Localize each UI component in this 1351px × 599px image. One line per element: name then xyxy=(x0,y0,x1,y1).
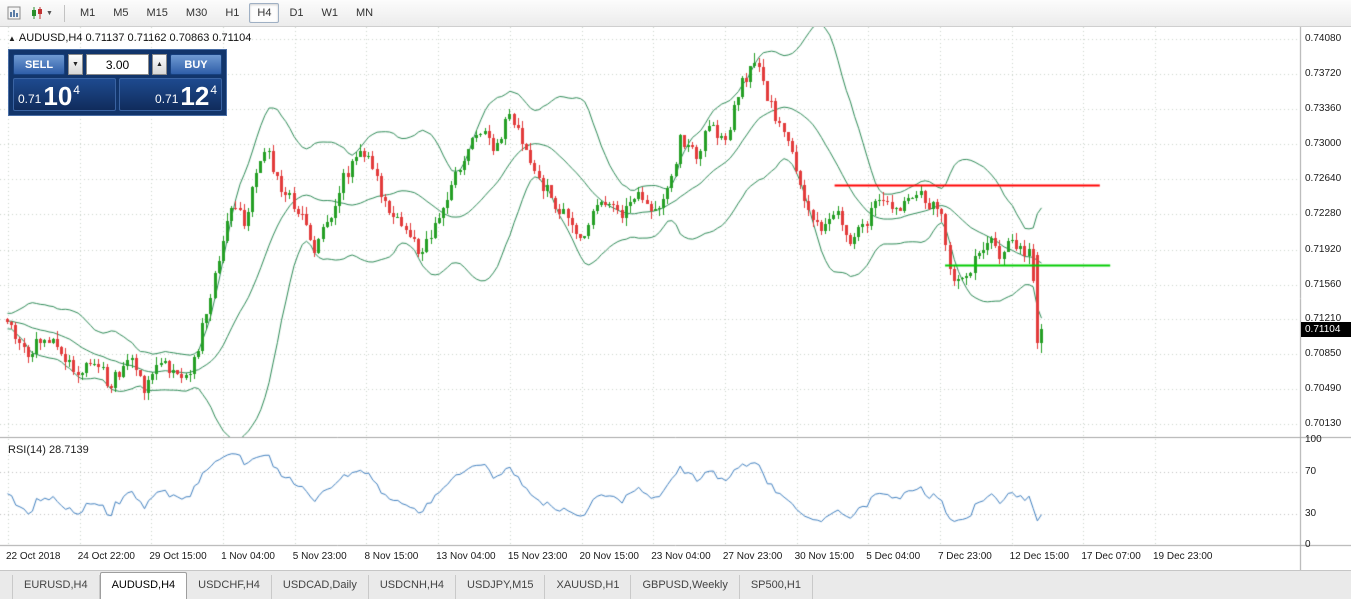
dropdown-caret-icon: ▼ xyxy=(46,9,53,17)
one-click-trade-panel: SELL ▼ 3.00 ▲ BUY 0.71 10 4 0.71 12 4 xyxy=(8,49,227,116)
buy-price-prefix: 0.71 xyxy=(155,92,179,106)
timeframe-buttons: M1 M5 M15 M30 H1 H4 D1 W1 MN xyxy=(71,3,382,23)
time-axis-label: 7 Dec 23:00 xyxy=(937,551,992,562)
chart-window-icon[interactable] xyxy=(3,3,25,23)
price-scale-label: 0.73000 xyxy=(1305,138,1342,150)
timeframe-button-m5[interactable]: M5 xyxy=(113,7,129,19)
time-axis-label: 5 Nov 23:00 xyxy=(292,551,347,562)
mini-chart-icon xyxy=(7,6,21,20)
chart-tab-gbpusd-weekly[interactable]: GBPUSD,Weekly xyxy=(631,575,740,599)
candlestick-chart-icon xyxy=(32,7,42,19)
timeframe-button-h1[interactable]: H1 xyxy=(225,7,240,19)
time-axis-label: 27 Nov 23:00 xyxy=(722,551,783,562)
rsi-scale-label: 30 xyxy=(1305,507,1317,519)
time-axis-label: 17 Dec 07:00 xyxy=(1081,551,1141,562)
chart-tab-usdjpy-m15[interactable]: USDJPY,M15 xyxy=(456,575,546,599)
time-axis-label: 24 Oct 22:00 xyxy=(77,551,135,562)
buy-button[interactable]: BUY xyxy=(170,54,222,75)
top-toolbar: ▼ M1 M5 M15 M30 H1 H4 D1 W1 MN xyxy=(0,0,1351,27)
buy-price-sup: 4 xyxy=(210,83,217,97)
chart-tab-usdcad-daily[interactable]: USDCAD,Daily xyxy=(272,575,369,599)
price-scale-label: 0.71210 xyxy=(1305,312,1342,324)
time-axis[interactable]: 22 Oct 2018 24 Oct 22:00 29 Oct 15:00 1 Nov… xyxy=(0,545,1300,570)
chart-tab-xauusd-h1[interactable]: XAUUSD,H1 xyxy=(545,575,632,599)
price-scale-label: 0.71920 xyxy=(1305,243,1342,255)
time-axis-label: 30 Nov 15:00 xyxy=(794,551,855,562)
chart-canvas[interactable] xyxy=(0,27,1351,570)
ohlc-text: AUDUSD,H4 0.71137 0.71162 0.70863 0.7110… xyxy=(18,32,252,44)
price-scale-label: 0.73360 xyxy=(1305,103,1342,114)
chart-tab-usdcnh-h4[interactable]: USDCNH,H4 xyxy=(369,575,457,599)
sell-price-sup: 4 xyxy=(73,83,80,97)
chart-tab-audusd-h4[interactable]: AUDUSD,H4 xyxy=(99,572,188,599)
timeframe-button-mn[interactable]: MN xyxy=(356,7,374,19)
chart-type-button[interactable]: ▼ xyxy=(26,3,57,23)
timeframe-button-m15[interactable]: M15 xyxy=(146,7,168,19)
price-scale-label: 0.72640 xyxy=(1305,173,1342,185)
chart-area: ▲ AUDUSD,H4 0.71137 0.71162 0.70863 0.711… xyxy=(0,27,1351,570)
volume-input[interactable]: 3.00 xyxy=(86,54,149,75)
sell-price-prefix: 0.71 xyxy=(18,92,42,106)
time-axis-label: 15 Nov 23:00 xyxy=(507,551,568,562)
time-axis-label: 29 Oct 15:00 xyxy=(149,551,207,562)
chart-tab-eurusd-h4[interactable]: EURUSD,H4 xyxy=(12,575,100,599)
time-axis-label: 13 Nov 04:00 xyxy=(436,551,496,562)
chart-tab-usdchf-h4[interactable]: USDCHF,H4 xyxy=(187,575,272,599)
volume-decrease-button[interactable]: ▼ xyxy=(68,54,83,75)
time-axis-label: 5 Dec 04:00 xyxy=(866,551,921,562)
panel-collapse-icon[interactable]: ▲ xyxy=(8,34,16,43)
price-scale[interactable]: 0.74080 0.73720 0.73360 0.73000 0.72640 0.722… xyxy=(1301,27,1351,570)
price-scale-label: 0.73720 xyxy=(1305,67,1342,79)
timeframe-button-m30[interactable]: M30 xyxy=(185,7,208,19)
buy-price-big: 12 xyxy=(180,81,210,111)
sell-price-big: 10 xyxy=(43,81,73,111)
rsi-indicator-label: RSI(14) 28.7139 xyxy=(8,444,89,456)
price-scale-label: 0.71560 xyxy=(1305,278,1342,290)
rsi-scale-label: 100 xyxy=(1305,434,1322,445)
sell-price-display[interactable]: 0.71 10 4 xyxy=(13,78,116,111)
rsi-scale: 100 70 30 0 xyxy=(1301,27,1351,570)
time-axis-label: 12 Dec 15:00 xyxy=(1009,551,1070,562)
time-axis-label: 1 Nov 04:00 xyxy=(221,551,275,562)
current-price-badge: 0.71104 xyxy=(1301,322,1351,337)
price-scale-label: 0.70490 xyxy=(1305,383,1342,395)
timeframe-button-d1[interactable]: D1 xyxy=(289,7,304,19)
sell-button[interactable]: SELL xyxy=(13,54,65,75)
time-axis-label: 19 Dec 23:00 xyxy=(1153,551,1213,562)
price-scale-label: 0.74080 xyxy=(1305,32,1342,44)
timeframe-button-m1[interactable]: M1 xyxy=(79,7,96,19)
rsi-scale-label: 70 xyxy=(1305,465,1317,477)
time-axis-label: 22 Oct 2018 xyxy=(6,551,61,562)
time-axis-label: 23 Nov 04:00 xyxy=(651,551,711,562)
time-axis-label: 20 Nov 15:00 xyxy=(579,551,640,562)
buy-price-display[interactable]: 0.71 12 4 xyxy=(119,78,222,111)
toolbar-separator xyxy=(63,4,65,22)
timeframe-button-w1[interactable]: W1 xyxy=(321,7,339,19)
price-scale-label: 0.72280 xyxy=(1305,208,1342,220)
timeframe-button-h4[interactable]: H4 xyxy=(249,3,280,23)
volume-increase-button[interactable]: ▲ xyxy=(152,54,167,75)
price-scale-label: 0.70130 xyxy=(1305,418,1342,430)
rsi-scale-label: 0 xyxy=(1305,539,1311,550)
chart-tabs-bar: EURUSD,H4 AUDUSD,H4 USDCHF,H4 USDCAD,Daily U… xyxy=(0,570,1351,599)
price-scale-label: 0.70850 xyxy=(1305,348,1342,360)
time-axis-label: 8 Nov 15:00 xyxy=(364,551,419,562)
chart-tab-sp500-h1[interactable]: SP500,H1 xyxy=(740,575,813,599)
chart-ohlc-header: ▲ AUDUSD,H4 0.71137 0.71162 0.70863 0.711… xyxy=(8,32,251,44)
